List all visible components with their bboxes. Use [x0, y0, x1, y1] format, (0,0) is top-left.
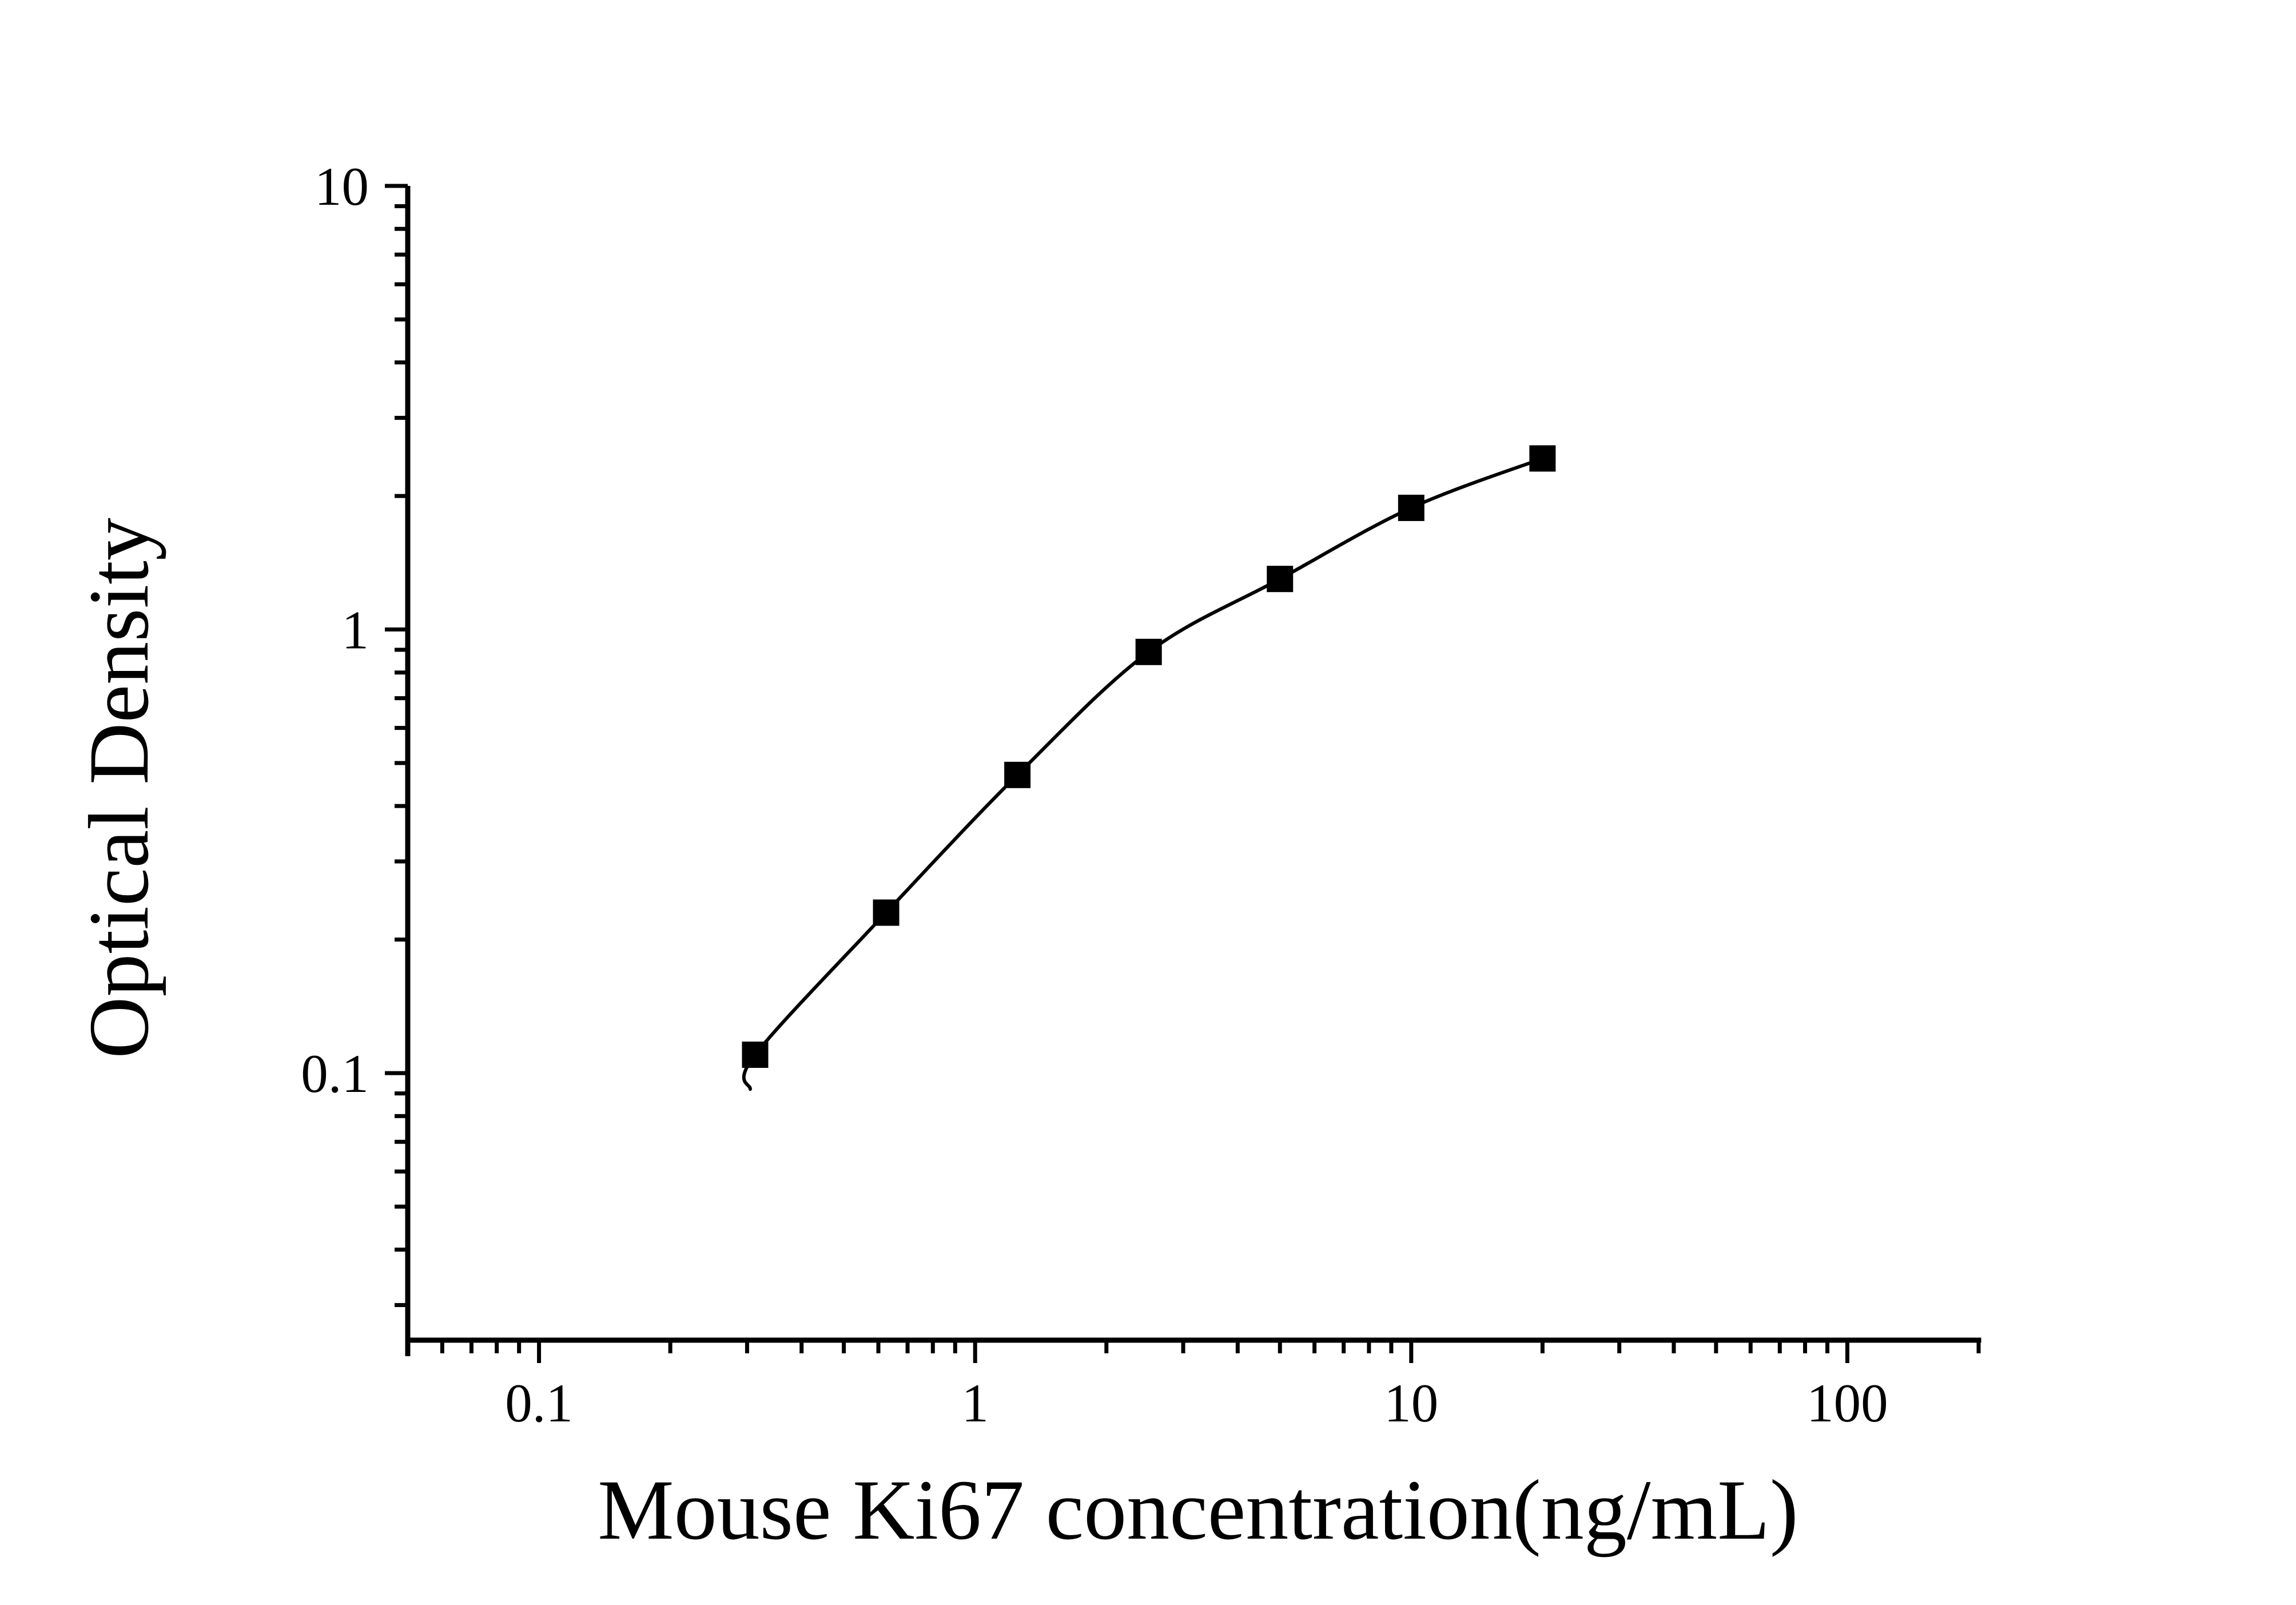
data-point-marker: [1004, 761, 1031, 788]
data-point-marker: [1529, 445, 1556, 472]
x-axis-title: Mouse Ki67 concentration(ng/mL): [598, 1463, 1798, 1558]
data-point-marker: [1398, 494, 1424, 521]
axis-ticks: [385, 184, 1981, 1363]
fit-curve: [742, 456, 1545, 1091]
data-point-marker: [1135, 638, 1162, 665]
y-tick-label: 1: [342, 600, 369, 661]
axes: [405, 186, 1981, 1356]
y-tick-label: 0.1: [301, 1043, 369, 1104]
data-point-marker: [1267, 566, 1294, 593]
x-tick-label: 1: [961, 1373, 989, 1433]
y-tick-label: 10: [315, 156, 369, 217]
y-axis-title: Optical Density: [71, 518, 166, 1059]
data-point-marker: [742, 1041, 769, 1068]
x-tick-label: 0.1: [505, 1373, 573, 1433]
data-points: [742, 445, 1556, 1068]
x-tick-label: 10: [1384, 1373, 1438, 1433]
x-tick-label: 100: [1806, 1373, 1888, 1433]
axis-tick-labels: 0.1 1 10 100 10 1 0.1: [301, 156, 1888, 1433]
data-point-marker: [873, 899, 900, 926]
